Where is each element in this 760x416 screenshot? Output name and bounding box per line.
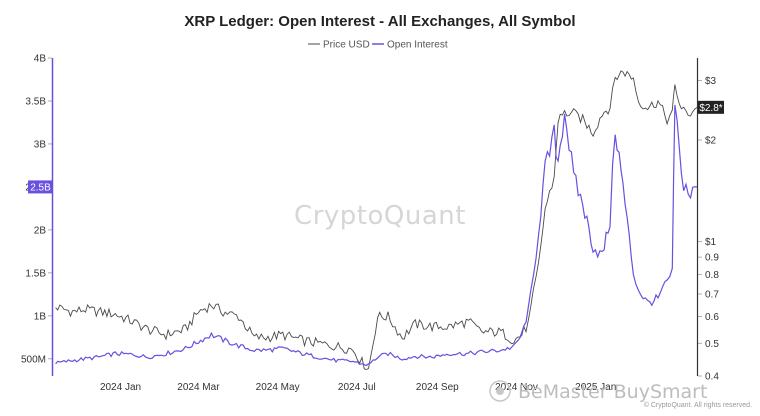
x-tick-label: 2024 Nov: [495, 382, 538, 393]
left-tick-label: 3B: [34, 139, 47, 150]
price-current-badge-box: [698, 100, 724, 114]
oi-current-badge: 2.5B: [28, 180, 53, 194]
watermark: CryptoQuant: [294, 201, 466, 231]
copyright-credit: © CryptoQuant. All rights reserved.: [644, 401, 752, 409]
x-tick-label: 2024 May: [256, 382, 300, 393]
x-tick-label: 2025 Jan: [575, 382, 616, 393]
right-tick-label: 0.4: [705, 372, 719, 383]
x-tick-label: 2024 Mar: [177, 382, 220, 393]
price-current-badge: $2.8*: [698, 100, 724, 114]
right-tick-label: 0.5: [705, 339, 719, 350]
open-interest-line: [55, 104, 698, 367]
legend-price-label: Price USD: [323, 40, 370, 51]
right-tick-label: 0.7: [705, 289, 719, 300]
overlay-logo-dot-icon: [496, 387, 504, 395]
price-usd-line: [55, 70, 698, 370]
left-axis-ticks: 500M 1B 1.5B 2B 2.5B 3B 3.5B 4B: [21, 54, 52, 365]
right-tick-label: 0.9: [705, 253, 719, 264]
x-tick-label: 2024 Sep: [416, 382, 459, 393]
right-tick-label: $3: [705, 76, 717, 87]
oi-current-badge-box: [28, 180, 53, 194]
price-current-badge-label: $2.8*: [699, 103, 722, 114]
chart-title: XRP Ledger: Open Interest - All Exchange…: [184, 13, 575, 30]
legend: Price USD Open Interest: [308, 40, 448, 51]
oi-current-badge-label: 2.5B: [30, 182, 51, 193]
right-axis-ticks: 0.4 0.5 0.6 0.7 0.8 0.9 $1 $2 $3: [698, 76, 719, 383]
x-tick-label: 2024 Jan: [100, 382, 141, 393]
overlay-watermark: BeMaster BuySmart: [489, 380, 707, 403]
left-tick-label: 3.5B: [25, 96, 46, 107]
legend-oi-label: Open Interest: [387, 40, 448, 51]
overlay-text: BeMaster BuySmart: [518, 381, 707, 403]
left-tick-label: 4B: [34, 54, 47, 65]
x-axis-ticks: 2024 Jan 2024 Mar 2024 May 2024 Jul 2024 Sep…: [100, 382, 616, 393]
right-tick-label: 0.8: [705, 270, 719, 281]
left-tick-label: 2B: [34, 225, 47, 236]
left-tick-label: 1B: [34, 311, 47, 322]
left-tick-label: 1.5B: [25, 268, 46, 279]
overlay-logo-icon: [489, 380, 511, 402]
x-tick-label: 2024 Jul: [338, 382, 376, 393]
right-tick-label: $2: [705, 136, 717, 147]
right-tick-label: 0.6: [705, 312, 719, 323]
right-tick-label: $1: [705, 237, 717, 248]
left-tick-label: 500M: [21, 354, 46, 365]
